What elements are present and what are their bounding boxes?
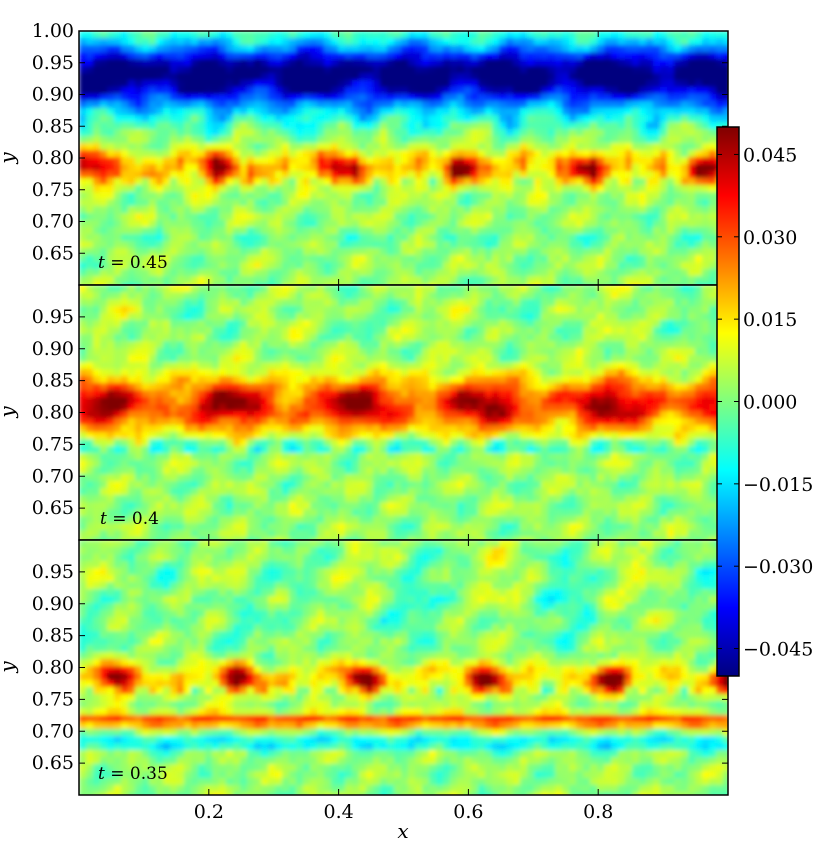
- ytick-label: 1.00: [32, 20, 74, 42]
- time-label-bottom: t = 0.35: [98, 764, 168, 784]
- xlabel: x: [397, 819, 408, 843]
- yticks-middle: 0.65 0.70 0.75 0.80 0.85 0.90 0.95: [32, 285, 728, 540]
- ytick-label: 0.80: [32, 657, 74, 679]
- time-label-middle: t = 0.4: [100, 509, 159, 529]
- panel-middle: 0.65 0.70 0.75 0.80 0.85 0.90 0.95 y t = 0.4: [0, 284, 729, 541]
- ytick-label: 0.90: [32, 84, 74, 106]
- panel-top: 0.65 0.70 0.75 0.80 0.85 0.90 0.95 1.00 y t = 0…: [0, 20, 729, 286]
- xtick-label: 0.4: [323, 801, 353, 823]
- ytick-label: 0.70: [32, 465, 74, 487]
- yticks-bottom: 0.65 0.70 0.75 0.80 0.85 0.90 0.95: [32, 540, 728, 795]
- ytick-label: 0.95: [32, 561, 74, 583]
- heatmap-bottom: [79, 540, 728, 795]
- ytick-label: 0.85: [32, 115, 74, 137]
- time-label-top: t = 0.45: [98, 253, 168, 273]
- colorbar-tick-label: 0.015: [743, 309, 797, 331]
- xtick-label: 0.8: [583, 801, 613, 823]
- ytick-label: 0.80: [32, 402, 74, 424]
- ytick-label: 0.95: [32, 52, 74, 74]
- colorbar-tick-label: 0.000: [743, 392, 797, 414]
- ylabel-bottom: y: [0, 661, 19, 674]
- colorbar-tick-label: −0.030: [743, 556, 813, 578]
- ytick-label: 0.80: [32, 147, 74, 169]
- ytick-label: 0.75: [32, 688, 74, 710]
- yticks-top: 0.65 0.70 0.75 0.80 0.85 0.90 0.95 1.00: [32, 20, 728, 285]
- ytick-label: 0.90: [32, 593, 74, 615]
- colorbar-tick-label: −0.015: [743, 474, 813, 496]
- colorbar-ticks: 0.045 0.030 0.015 0.000 −0.015 −0.030 −0.045: [717, 144, 813, 661]
- heatmap-middle: [79, 285, 728, 540]
- ytick-label: 0.85: [32, 370, 74, 392]
- xticks-bottom: 0.2 0.4 0.6 0.8: [194, 801, 614, 823]
- ytick-label: 0.95: [32, 306, 74, 328]
- ytick-label: 0.65: [32, 752, 74, 774]
- ytick-label: 0.70: [32, 211, 74, 233]
- ytick-label: 0.70: [32, 720, 74, 742]
- colorbar-tick-label: −0.045: [743, 639, 813, 661]
- ytick-label: 0.75: [32, 433, 74, 455]
- colorbar-gradient: [717, 127, 739, 676]
- colorbar-tick-label: 0.030: [743, 227, 797, 249]
- ytick-label: 0.75: [32, 179, 74, 201]
- colorbar: 0.045 0.030 0.015 0.000 −0.015 −0.030 −0.045: [716, 126, 813, 677]
- ytick-label: 0.65: [32, 497, 74, 519]
- panel-bottom: 0.650.700.750.800.850.900.95 0.2 0.4 0.6 0.…: [0, 539, 729, 843]
- ylabel-top: y: [0, 152, 19, 165]
- ytick-label: 0.65: [32, 242, 74, 264]
- ytick-label: 0.90: [32, 338, 74, 360]
- heatmap-top: [79, 31, 728, 285]
- colorbar-tick-label: 0.045: [743, 144, 797, 166]
- ytick-label: 0.85: [32, 625, 74, 647]
- xtick-label: 0.6: [453, 801, 483, 823]
- ylabel-middle: y: [0, 406, 19, 419]
- xtick-label: 0.2: [194, 801, 224, 823]
